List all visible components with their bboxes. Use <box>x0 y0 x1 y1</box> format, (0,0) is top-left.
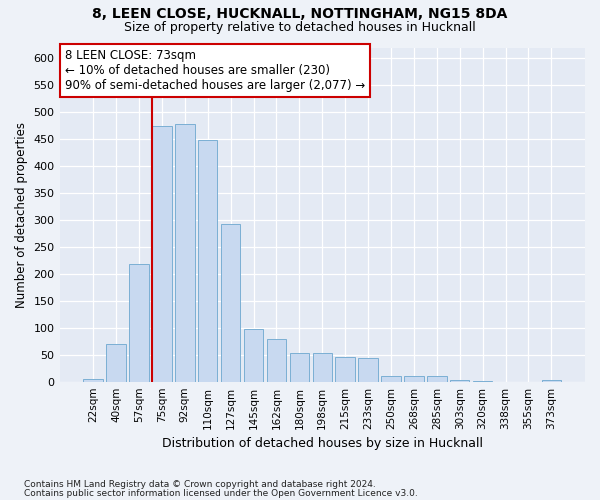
Bar <box>473 381 493 382</box>
Bar <box>358 358 378 382</box>
Bar <box>313 353 332 382</box>
Text: Contains HM Land Registry data © Crown copyright and database right 2024.: Contains HM Land Registry data © Crown c… <box>24 480 376 489</box>
Bar <box>221 224 241 382</box>
Y-axis label: Number of detached properties: Number of detached properties <box>15 122 28 308</box>
Bar <box>129 264 149 382</box>
Bar <box>106 344 126 382</box>
Bar <box>290 353 309 382</box>
Bar <box>198 140 217 382</box>
Bar <box>244 329 263 382</box>
Bar <box>542 380 561 382</box>
Text: Contains public sector information licensed under the Open Government Licence v3: Contains public sector information licen… <box>24 488 418 498</box>
Bar <box>335 357 355 382</box>
Bar <box>381 376 401 382</box>
Bar <box>267 338 286 382</box>
X-axis label: Distribution of detached houses by size in Hucknall: Distribution of detached houses by size … <box>162 437 483 450</box>
Bar <box>427 376 446 382</box>
Text: 8, LEEN CLOSE, HUCKNALL, NOTTINGHAM, NG15 8DA: 8, LEEN CLOSE, HUCKNALL, NOTTINGHAM, NG1… <box>92 8 508 22</box>
Text: Size of property relative to detached houses in Hucknall: Size of property relative to detached ho… <box>124 21 476 34</box>
Bar <box>175 124 194 382</box>
Text: 8 LEEN CLOSE: 73sqm
← 10% of detached houses are smaller (230)
90% of semi-detac: 8 LEEN CLOSE: 73sqm ← 10% of detached ho… <box>65 49 365 92</box>
Bar <box>450 380 469 382</box>
Bar <box>404 376 424 382</box>
Bar <box>83 379 103 382</box>
Bar <box>152 126 172 382</box>
